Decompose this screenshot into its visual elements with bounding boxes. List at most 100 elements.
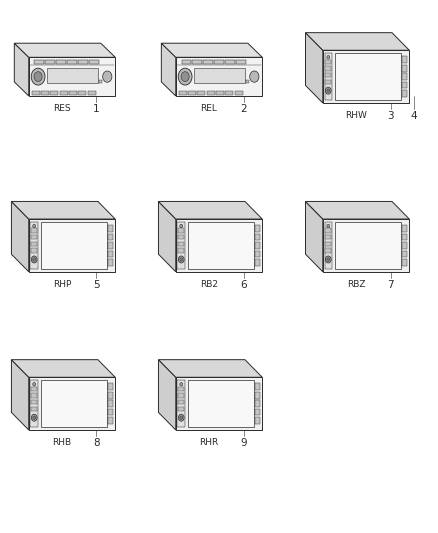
Bar <box>78 60 88 64</box>
Circle shape <box>31 68 45 85</box>
Polygon shape <box>14 43 29 96</box>
Bar <box>31 386 37 391</box>
Bar <box>402 90 407 97</box>
Text: 2: 2 <box>240 104 247 114</box>
Circle shape <box>180 258 183 261</box>
Bar <box>41 91 49 94</box>
Circle shape <box>33 383 35 386</box>
Polygon shape <box>29 377 115 430</box>
Text: 9: 9 <box>240 438 247 448</box>
Polygon shape <box>176 219 262 272</box>
Bar <box>108 409 113 415</box>
Circle shape <box>325 256 331 263</box>
Bar <box>46 60 55 64</box>
Text: RHR: RHR <box>199 438 219 447</box>
Bar <box>203 60 213 64</box>
Polygon shape <box>305 201 409 219</box>
Bar <box>108 242 113 249</box>
Circle shape <box>178 256 184 263</box>
Polygon shape <box>11 360 29 430</box>
Polygon shape <box>159 360 262 377</box>
Bar <box>178 393 184 398</box>
Circle shape <box>178 414 184 421</box>
Text: RBZ: RBZ <box>347 280 365 289</box>
Bar <box>177 380 185 427</box>
Circle shape <box>327 224 330 228</box>
Bar <box>31 241 37 246</box>
Bar <box>187 222 254 269</box>
Bar <box>178 241 184 246</box>
Bar <box>214 60 224 64</box>
Bar <box>67 60 77 64</box>
Polygon shape <box>159 201 176 272</box>
Text: 8: 8 <box>93 438 100 448</box>
Bar <box>31 248 37 253</box>
Bar <box>335 222 401 269</box>
Bar <box>31 228 37 233</box>
Bar <box>325 79 331 84</box>
Bar <box>225 60 235 64</box>
Bar <box>78 91 86 94</box>
Polygon shape <box>305 33 323 103</box>
Polygon shape <box>176 57 262 96</box>
Bar <box>57 60 66 64</box>
Bar <box>402 251 407 257</box>
Polygon shape <box>305 33 409 50</box>
Bar <box>178 407 184 411</box>
Circle shape <box>180 383 183 386</box>
Circle shape <box>250 71 259 82</box>
Bar <box>60 91 67 94</box>
Polygon shape <box>305 201 323 272</box>
Polygon shape <box>29 219 115 272</box>
Bar <box>69 91 77 94</box>
Bar <box>325 60 331 64</box>
Bar <box>31 380 38 427</box>
Bar <box>325 241 331 246</box>
Bar <box>187 381 254 427</box>
Bar <box>235 91 243 94</box>
Bar <box>31 407 37 411</box>
Bar <box>178 235 184 239</box>
Circle shape <box>34 72 42 82</box>
Polygon shape <box>11 360 115 377</box>
Bar <box>255 383 260 390</box>
Bar <box>402 73 407 80</box>
Circle shape <box>178 68 192 85</box>
Bar <box>194 68 245 83</box>
Bar <box>216 91 224 94</box>
Bar <box>178 228 184 233</box>
Bar <box>178 400 184 405</box>
Text: RHW: RHW <box>345 111 367 120</box>
Circle shape <box>32 414 37 421</box>
Bar <box>50 91 58 94</box>
Bar <box>31 222 38 269</box>
Bar <box>335 53 401 100</box>
Bar <box>31 393 37 398</box>
Bar <box>41 222 107 269</box>
Bar <box>402 82 407 88</box>
Bar <box>35 60 44 64</box>
Bar <box>255 225 260 232</box>
Bar <box>178 248 184 253</box>
Text: RB2: RB2 <box>200 280 218 289</box>
Bar <box>89 60 99 64</box>
Bar <box>99 79 102 83</box>
Bar <box>325 228 331 233</box>
Bar <box>179 91 187 94</box>
Bar <box>41 381 107 427</box>
Circle shape <box>325 87 331 94</box>
Bar <box>325 53 332 100</box>
Circle shape <box>327 258 330 261</box>
Circle shape <box>33 258 35 261</box>
Bar <box>402 56 407 63</box>
Polygon shape <box>323 50 409 103</box>
Polygon shape <box>161 43 176 96</box>
Bar <box>325 66 331 71</box>
Bar <box>192 60 202 64</box>
Bar <box>31 400 37 405</box>
Text: 6: 6 <box>240 280 247 290</box>
Bar <box>108 225 113 232</box>
Bar <box>108 251 113 257</box>
Text: RHP: RHP <box>53 280 71 289</box>
Bar <box>255 242 260 249</box>
